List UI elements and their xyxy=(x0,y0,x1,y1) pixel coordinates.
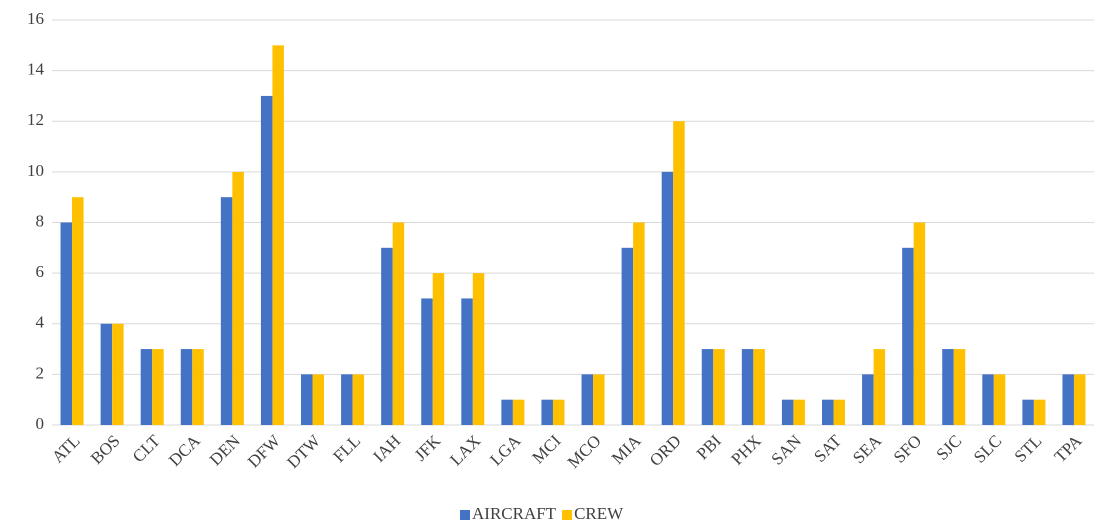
x-tick-label: DFW xyxy=(244,430,285,471)
bar xyxy=(112,323,124,425)
bar xyxy=(793,399,805,425)
bar xyxy=(140,349,153,425)
bar xyxy=(272,45,284,425)
x-tick-label: JFK xyxy=(411,431,445,465)
bar xyxy=(1022,399,1034,425)
bar xyxy=(753,349,765,425)
x-tick-label: STL xyxy=(1011,431,1046,466)
bar xyxy=(993,374,1006,425)
bar xyxy=(1033,399,1046,425)
y-tick-label: 0 xyxy=(36,414,45,433)
bar xyxy=(512,399,525,425)
bar xyxy=(352,374,365,425)
x-tick-label: MCI xyxy=(528,431,564,467)
bar xyxy=(100,323,113,425)
bar xyxy=(902,247,914,425)
bar xyxy=(421,298,433,425)
bar xyxy=(301,374,313,425)
bar xyxy=(822,399,834,425)
bar xyxy=(741,349,754,425)
bar xyxy=(220,197,233,425)
x-tick-label: SJC xyxy=(932,431,965,464)
x-tick-label: ATL xyxy=(48,431,83,466)
bar xyxy=(661,171,674,425)
bar xyxy=(392,222,405,425)
bar xyxy=(552,399,565,425)
bar xyxy=(232,171,244,425)
bar xyxy=(472,273,485,425)
bar xyxy=(260,95,273,425)
legend-label: AIRCRAFT xyxy=(472,504,557,523)
legend-label: CREW xyxy=(574,504,624,523)
x-tick-label: PHX xyxy=(727,431,764,468)
x-tick-label: CLT xyxy=(129,431,164,466)
bar xyxy=(581,374,594,425)
bar xyxy=(501,399,513,425)
bar xyxy=(833,399,845,425)
x-tick-label: BOS xyxy=(87,431,124,468)
x-tick-label: ORD xyxy=(646,431,685,470)
x-tick-label: DEN xyxy=(206,431,244,469)
bar xyxy=(541,399,553,425)
bar xyxy=(381,247,393,425)
bar xyxy=(953,349,966,425)
x-tick-label: LGA xyxy=(486,431,525,470)
bar xyxy=(72,197,84,425)
bar xyxy=(913,222,926,425)
y-tick-label: 4 xyxy=(36,313,45,332)
bar xyxy=(192,349,204,425)
x-tick-label: PBI xyxy=(693,431,725,463)
bar xyxy=(781,399,794,425)
x-tick-label: DTW xyxy=(283,430,324,471)
x-tick-label: SAN xyxy=(768,431,805,468)
x-tick-label: MCO xyxy=(564,431,605,472)
x-tick-label: SEA xyxy=(849,431,886,468)
bar xyxy=(341,374,353,425)
bar xyxy=(593,374,605,425)
y-tick-label: 2 xyxy=(36,363,45,382)
bar xyxy=(673,121,685,425)
bar xyxy=(713,349,725,425)
bar xyxy=(1073,374,1086,425)
x-tick-label: TPA xyxy=(1051,431,1087,467)
x-tick-label: FLL xyxy=(329,431,364,466)
bar xyxy=(942,349,954,425)
bar xyxy=(312,374,324,425)
y-tick-label: 6 xyxy=(36,262,45,281)
bar xyxy=(982,374,994,425)
bar xyxy=(621,247,634,425)
x-tick-label: IAH xyxy=(369,431,404,466)
bar xyxy=(432,273,445,425)
bar xyxy=(1062,374,1074,425)
bar xyxy=(701,349,714,425)
legend-swatch xyxy=(460,510,470,520)
y-tick-label: 10 xyxy=(27,161,44,180)
x-tick-label: LAX xyxy=(446,431,484,469)
x-tick-label: MIA xyxy=(608,431,645,468)
x-tick-label: SAT xyxy=(810,431,845,466)
bar xyxy=(461,298,473,425)
x-tick-label: SLC xyxy=(970,431,1005,466)
legend-swatch xyxy=(562,510,573,520)
bar xyxy=(152,349,164,425)
x-tick-label: DCA xyxy=(165,431,204,470)
y-tick-label: 16 xyxy=(27,9,44,28)
y-tick-label: 14 xyxy=(27,60,45,79)
y-tick-label: 12 xyxy=(27,110,44,129)
bar xyxy=(873,349,886,425)
bar xyxy=(60,222,73,425)
bar xyxy=(180,349,193,425)
bar xyxy=(862,374,874,425)
x-tick-label: SFO xyxy=(890,431,925,466)
bar xyxy=(633,222,645,425)
y-tick-label: 8 xyxy=(36,211,45,230)
